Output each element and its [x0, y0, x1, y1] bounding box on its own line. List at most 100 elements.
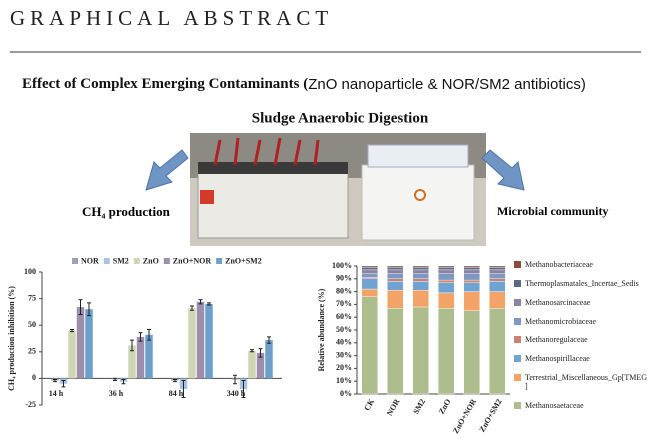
bar — [85, 309, 93, 379]
bar-segment — [412, 290, 429, 308]
bar — [265, 340, 273, 379]
x-tick-label: NOR — [385, 397, 402, 417]
error-bar — [190, 305, 194, 311]
error-bar — [233, 374, 237, 385]
process-label: Sludge Anaerobic Digestion — [252, 110, 429, 126]
bar-segment — [463, 282, 480, 292]
legend-swatch — [514, 298, 521, 306]
x-tick-label: 84 h — [169, 389, 184, 398]
y-tick-label: 60% — [336, 312, 352, 321]
title-bold: Effect of Complex Emerging Contaminants … — [22, 76, 308, 92]
bar-segment — [438, 269, 455, 274]
legend-swatch — [514, 261, 521, 268]
bar — [188, 308, 196, 379]
error-bar — [181, 380, 186, 399]
legend-label: ZnO+NOR — [173, 256, 212, 265]
legend-label: Methanobacteriaceae — [525, 260, 593, 269]
legend-label: ZnO — [143, 256, 159, 265]
y-tick-label: -25 — [25, 400, 36, 409]
legend-entry: Methanosaetaceae — [514, 401, 648, 410]
bar-segment — [438, 273, 455, 281]
y-tick-label: 100% — [332, 261, 352, 270]
bar — [205, 303, 213, 379]
legend-label: Methanospirillaceae — [525, 354, 590, 364]
bar — [76, 307, 85, 379]
y-tick-label: 100 — [24, 267, 36, 276]
bar-segment — [463, 265, 480, 268]
arrow-left — [145, 149, 189, 191]
error-bar — [198, 299, 203, 305]
error-bar — [70, 328, 74, 333]
legend: Methanobacteriaceae Thermoplasmatales_Inc… — [514, 260, 648, 410]
legend-swatch — [216, 258, 223, 264]
error-bar — [130, 339, 134, 352]
legend-swatch — [514, 336, 521, 344]
x-tick-label: SM2 — [411, 397, 427, 415]
bar-segment — [387, 290, 404, 309]
bar-segment — [361, 296, 378, 395]
bar-segment — [489, 267, 506, 271]
bar-segment — [438, 282, 455, 294]
bar-segment — [412, 265, 429, 268]
error-bar — [250, 349, 254, 353]
error-bar — [147, 328, 151, 341]
bar-segment — [361, 265, 378, 268]
x-tick-label: 340 h — [227, 389, 246, 398]
bar-segment — [412, 273, 429, 279]
y-tick-label: 80% — [336, 286, 352, 295]
bar-segment — [412, 306, 429, 395]
y-tick-label: 25 — [28, 347, 36, 356]
bar-segment — [489, 273, 506, 279]
error-bar — [207, 302, 211, 306]
bar-segment — [438, 265, 455, 268]
legend-label: Methanosarcinaceae — [525, 297, 591, 307]
bar-segment — [387, 278, 404, 282]
legend-label: SM2 — [113, 256, 129, 265]
bar-segment — [361, 288, 378, 297]
header-title: GRAPHICAL ABSTRACT — [10, 6, 333, 30]
bar-segment — [489, 265, 506, 268]
y-tick-label: 30% — [336, 350, 352, 359]
legend-label: Methanomicrobiaceae — [525, 316, 597, 326]
y-tick-label: 20% — [336, 363, 352, 372]
x-tick-label: 36 h — [109, 389, 124, 398]
error-bar — [53, 378, 57, 383]
bar-segment — [387, 308, 404, 395]
bar-segment — [463, 269, 480, 274]
error-bar — [78, 299, 83, 316]
legend-swatch — [103, 258, 110, 264]
bar — [256, 352, 265, 379]
bar — [248, 350, 256, 379]
shaker-rack — [367, 144, 469, 168]
bar-segment — [489, 281, 506, 292]
legend-label: Methanoregulaceae — [525, 335, 588, 345]
legend-entry: Methanomicrobiaceae — [514, 317, 648, 326]
x-tick-label: ZnO+SM2 — [477, 397, 503, 433]
tube-paths — [213, 137, 320, 166]
x-tick-label: CK — [362, 397, 376, 413]
y-tick-label: 0 — [32, 373, 36, 382]
bar-segment — [438, 279, 455, 283]
bar — [68, 330, 76, 379]
abstract-title: Effect of Complex Emerging Contaminants … — [22, 76, 586, 93]
photo — [190, 133, 486, 246]
bar-segment — [412, 269, 429, 274]
water-bath — [197, 169, 349, 239]
bar-segment — [387, 281, 404, 291]
y-tick-label: 0% — [340, 389, 352, 398]
legend-entry: Terrestrial_Miscellaneous_Gp[TMEG] — [514, 373, 648, 391]
legend-entry: Methanosarcinaceae — [514, 298, 648, 307]
bar-segment — [463, 310, 480, 395]
bath-top — [198, 162, 348, 174]
legend-swatch — [72, 258, 78, 264]
x-tick-label: 14 h — [49, 389, 64, 398]
bar-segment — [387, 269, 404, 274]
legend-swatch — [514, 401, 521, 409]
y-tick-label: 40% — [336, 338, 352, 347]
left-label: CH₄ production — [82, 204, 171, 219]
error-bar — [113, 377, 117, 382]
bar-segment — [489, 308, 506, 395]
bar-segment — [412, 278, 429, 282]
legend-label: ZnO+SM2 — [225, 256, 262, 265]
